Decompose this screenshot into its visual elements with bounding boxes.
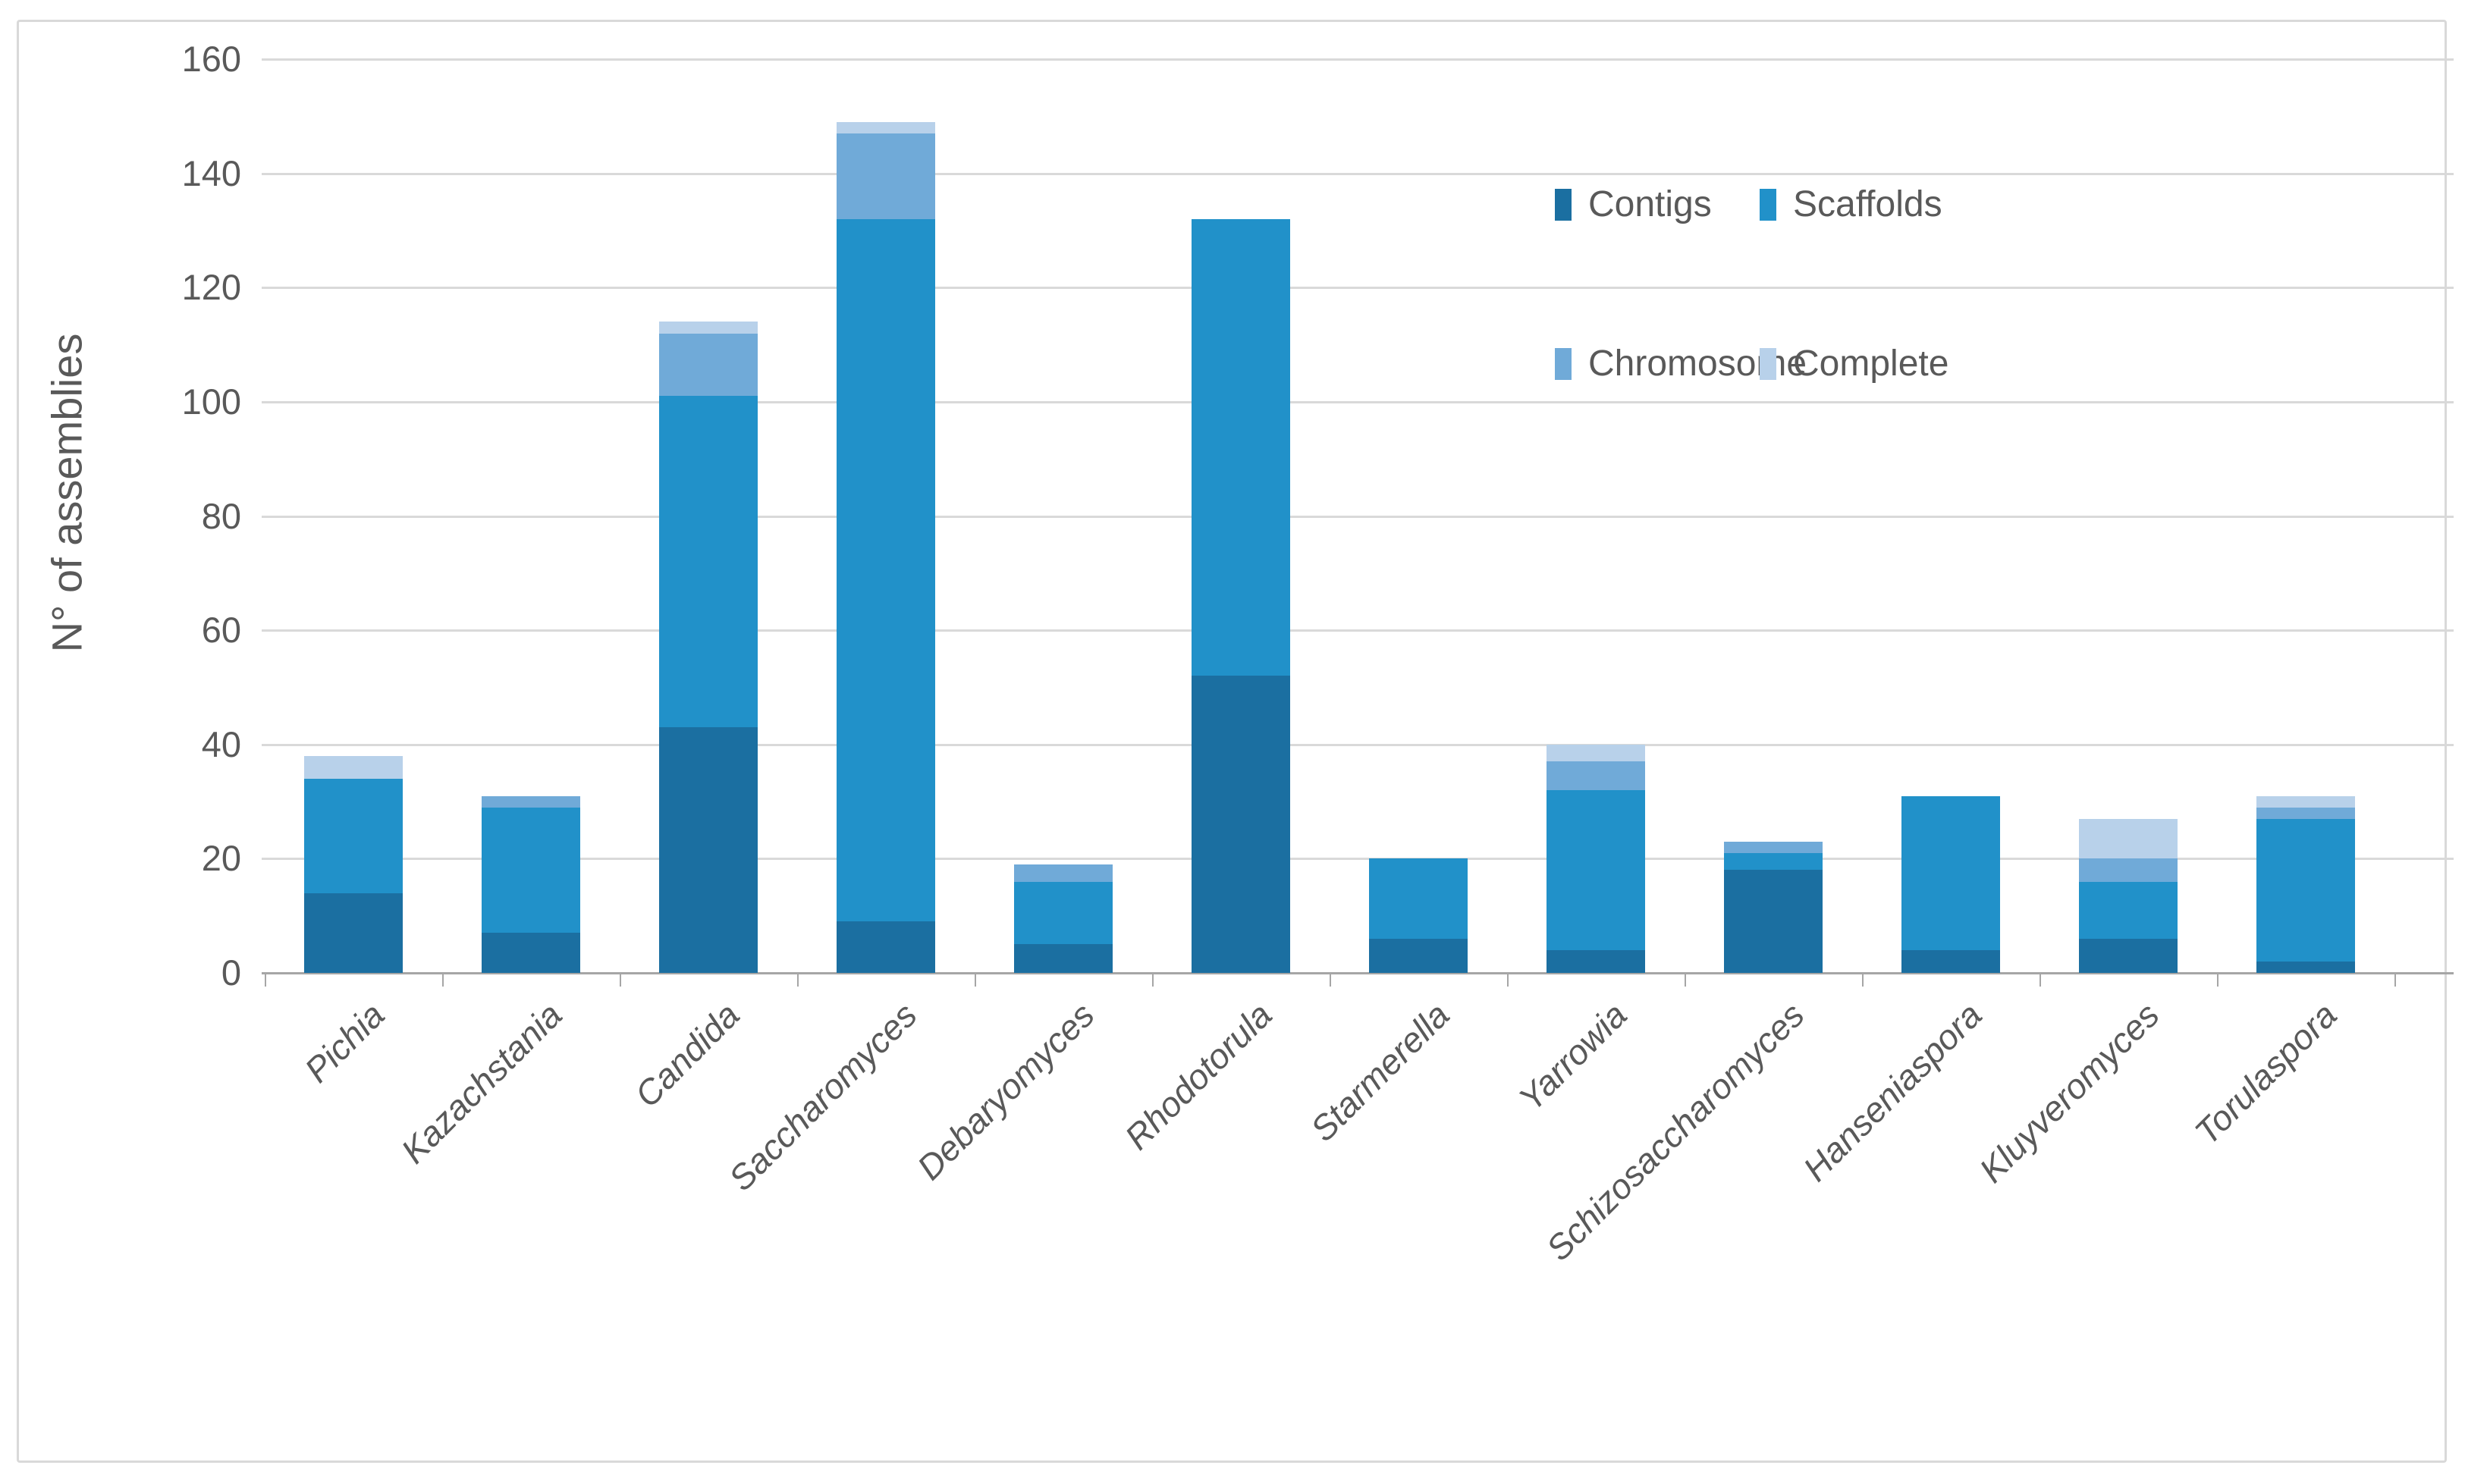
y-gridline — [262, 743, 2454, 746]
legend-swatch-icon — [1555, 348, 1572, 380]
y-tick-label: 100 — [181, 381, 241, 422]
legend-swatch-icon — [1760, 189, 1776, 221]
legend-label: Complete — [1793, 344, 1949, 384]
bar-segment-scaffolds-candida — [659, 396, 758, 728]
bar-segment-contigs-kluyveromyces — [2079, 938, 2178, 973]
bar-segment-scaffolds-kazachstania — [482, 807, 580, 933]
y-gridline — [262, 287, 2454, 290]
x-axis-tick — [1685, 973, 1686, 987]
x-axis-tick — [2394, 973, 2396, 987]
bar-segment-chromosome-yarrowia — [1547, 761, 1645, 790]
y-tick-label: 80 — [201, 495, 241, 536]
y-gridline — [262, 58, 2454, 61]
y-tick-label: 140 — [181, 152, 241, 193]
bar-segment-contigs-saccharomyces — [837, 921, 935, 973]
y-axis-title: N° of assemblies — [42, 333, 91, 653]
x-axis-tick — [2217, 973, 2218, 987]
bar-segment-contigs-rhodotorula — [1192, 676, 1290, 973]
x-axis-tick — [797, 973, 799, 987]
legend-item-scaffolds: Scaffolds — [1760, 187, 1942, 223]
y-gridline — [262, 858, 2454, 861]
chart-outer-border — [17, 20, 2447, 1463]
bar-segment-contigs-starmerella — [1369, 938, 1468, 973]
bar-segment-complete-yarrowia — [1547, 744, 1645, 762]
legend-label: Scaffolds — [1793, 184, 1942, 224]
y-tick-label: 120 — [181, 267, 241, 308]
x-axis-tick — [442, 973, 444, 987]
bar-segment-contigs-hanseniaspora — [1901, 949, 2000, 973]
bar-segment-chromosome-schizosaccharomyces — [1724, 841, 1823, 853]
y-tick-label: 60 — [201, 610, 241, 651]
bar-segment-scaffolds-rhodotorula — [1192, 218, 1290, 676]
bar-segment-scaffolds-starmerella — [1369, 858, 1468, 939]
bar-segment-scaffolds-kluyveromyces — [2079, 881, 2178, 939]
bar-segment-scaffolds-schizosaccharomyces — [1724, 852, 1823, 871]
y-gridline — [262, 400, 2454, 403]
bar-segment-scaffolds-pichia — [304, 778, 403, 893]
y-tick-label: 40 — [201, 723, 241, 764]
x-axis-tick — [975, 973, 976, 987]
legend-item-contigs: Contigs — [1555, 187, 1712, 223]
legend-swatch-icon — [1760, 348, 1776, 380]
bar-segment-scaffolds-yarrowia — [1547, 790, 1645, 950]
x-axis-tick — [1862, 973, 1864, 987]
bar-segment-scaffolds-torulaspora — [2256, 818, 2355, 962]
bar-segment-contigs-yarrowia — [1547, 949, 1645, 973]
legend-item-complete: Complete — [1760, 346, 1948, 382]
bar-segment-contigs-schizosaccharomyces — [1724, 870, 1823, 973]
bar-segment-chromosome-saccharomyces — [837, 133, 935, 219]
bar-segment-contigs-torulaspora — [2256, 961, 2355, 973]
bar-segment-complete-pichia — [304, 755, 403, 779]
bar-segment-complete-candida — [659, 322, 758, 334]
x-axis-tick — [620, 973, 621, 987]
y-gridline — [262, 515, 2454, 518]
x-axis-tick — [265, 973, 266, 987]
bar-segment-chromosome-debaryomyces — [1014, 864, 1113, 882]
y-tick-label: 160 — [181, 39, 241, 79]
y-gridline — [262, 172, 2454, 175]
bar-segment-chromosome-kazachstania — [482, 795, 580, 808]
bar-segment-contigs-pichia — [304, 893, 403, 973]
bar-segment-complete-kluyveromyces — [2079, 818, 2178, 859]
bar-segment-contigs-candida — [659, 727, 758, 973]
bar-segment-chromosome-candida — [659, 333, 758, 397]
bar-segment-contigs-kazachstania — [482, 933, 580, 973]
bar-segment-chromosome-torulaspora — [2256, 807, 2355, 819]
bar-segment-scaffolds-hanseniaspora — [1901, 795, 2000, 950]
x-axis-tick — [1330, 973, 1331, 987]
x-axis-tick — [1152, 973, 1154, 987]
x-axis-tick — [2040, 973, 2041, 987]
bar-segment-complete-saccharomyces — [837, 121, 935, 133]
bar-segment-scaffolds-saccharomyces — [837, 218, 935, 922]
y-tick-label: 20 — [201, 838, 241, 879]
bar-segment-scaffolds-debaryomyces — [1014, 881, 1113, 945]
x-axis-line — [262, 972, 2454, 974]
bar-segment-chromosome-kluyveromyces — [2079, 858, 2178, 882]
y-tick-label: 0 — [221, 952, 241, 993]
x-axis-tick — [1507, 973, 1509, 987]
bar-segment-contigs-debaryomyces — [1014, 944, 1113, 973]
y-gridline — [262, 629, 2454, 632]
legend-swatch-icon — [1555, 189, 1572, 221]
legend-label: Contigs — [1588, 184, 1712, 224]
bar-segment-complete-torulaspora — [2256, 795, 2355, 808]
